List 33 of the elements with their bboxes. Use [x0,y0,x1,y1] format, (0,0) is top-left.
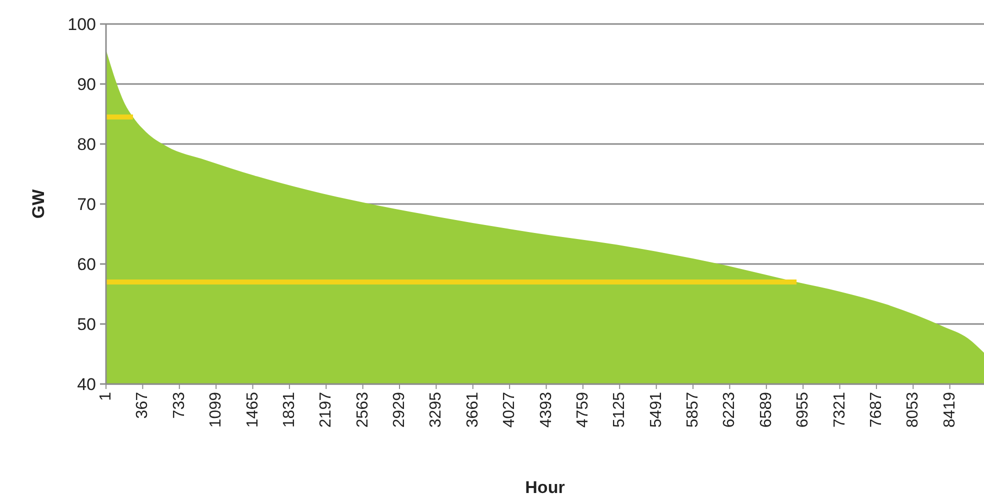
x-tick-label: 5491 [648,392,665,428]
x-tick-label: 6223 [721,392,738,428]
x-tick-label: 2929 [391,392,408,428]
x-tick-label: 6955 [794,392,812,428]
x-tick-label: 1831 [280,392,298,428]
x-tick-label: 1 [98,392,114,401]
x-tick-label: 8419 [941,392,958,428]
y-tick-label: 70 [77,194,96,214]
y-tick-label: 60 [77,254,96,274]
y-tick-label: 50 [77,314,96,334]
y-axis-title: GW [29,188,48,219]
x-tick-label: 5125 [611,392,628,428]
x-tick-label: 4759 [574,392,592,428]
x-tick-label: 367 [134,392,152,419]
y-tick-label: 90 [77,74,96,94]
x-tick-label: 733 [170,392,188,419]
x-tick-label: 2563 [354,392,372,428]
y-tick-label: 100 [68,14,96,34]
x-tick-label: 7687 [868,392,885,428]
x-tick-label: 6589 [758,392,775,428]
x-tick-label: 8053 [904,392,922,428]
x-tick-label: 3295 [428,392,445,428]
y-tick-label: 80 [77,134,96,154]
x-tick-label: 2197 [318,392,335,428]
x-tick-label: 5857 [684,392,702,428]
x-tick-label: 7321 [831,392,848,428]
x-tick-label: 1099 [208,392,225,428]
x-tick-label: 3661 [464,392,482,428]
x-tick-label: 1465 [244,392,262,428]
x-tick-label: 4027 [501,392,518,428]
x-axis-title: Hour [525,478,566,497]
y-tick-label: 40 [77,374,96,394]
x-tick-label: 4393 [538,392,555,428]
